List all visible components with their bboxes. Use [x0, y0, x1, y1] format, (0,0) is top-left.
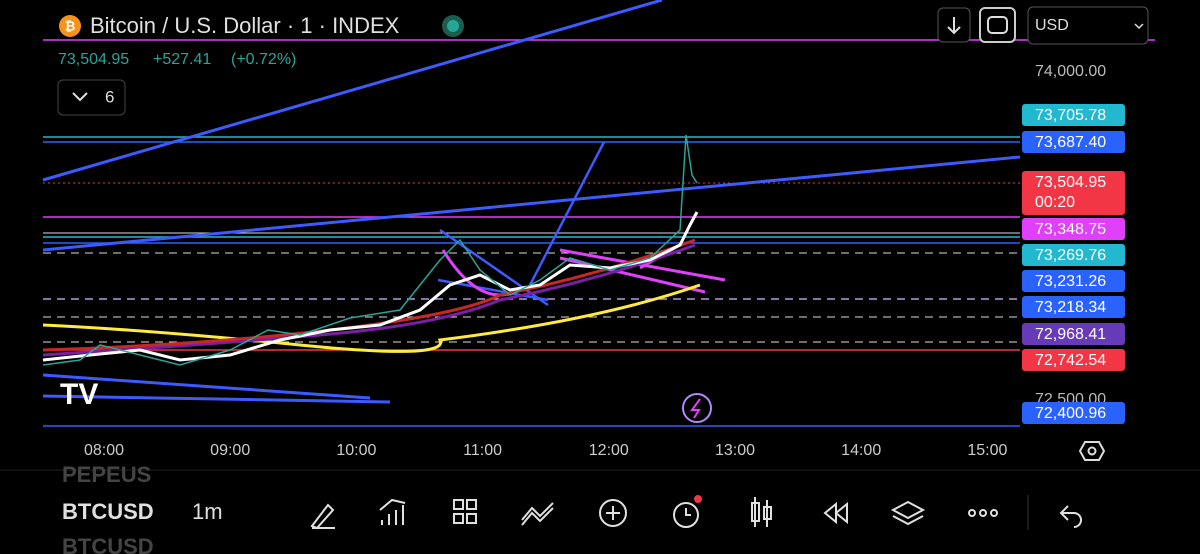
currency-select[interactable]	[1027, 6, 1149, 45]
price-tag-label: 73,705.78	[1035, 107, 1106, 124]
notification-dot	[694, 495, 702, 503]
toolbar-icons[interactable]	[310, 497, 1082, 530]
price-tag	[1022, 323, 1125, 345]
price-tag-label: 72,968.41	[1035, 326, 1106, 343]
price-tag-label: 72,400.96	[1035, 405, 1106, 422]
interval[interactable]: 1m	[192, 499, 223, 524]
arrow-icon	[947, 17, 961, 35]
price-tag	[1022, 131, 1125, 153]
time-label: 15:00	[967, 442, 1007, 459]
price-tag-label: 73,231.26	[1035, 273, 1106, 290]
axes: 74,000.0072,500.0073,705.7873,687.4073,5…	[84, 63, 1125, 459]
price-tag-label: 73,348.75	[1035, 221, 1106, 238]
indicators-count: 6	[105, 87, 114, 106]
price-tag	[1022, 218, 1125, 240]
price-change-pct: (+0.72%)	[231, 51, 296, 68]
price-tag-label: 73,269.76	[1035, 247, 1106, 264]
time-label: 09:00	[210, 442, 250, 459]
chevron	[1134, 23, 1144, 30]
indicators-button[interactable]	[57, 79, 126, 116]
next-symbol[interactable]: BTCUSD	[62, 534, 154, 554]
prev-symbol[interactable]: PEPEUS	[62, 462, 151, 487]
last-price: 73,504.95	[58, 51, 129, 68]
time-label: 11:00	[463, 442, 502, 459]
price-tag	[1022, 270, 1125, 292]
layout-icon	[987, 16, 1008, 34]
alert-icon	[682, 393, 712, 423]
settings-icon[interactable]	[1078, 441, 1106, 461]
settings-dot	[1087, 446, 1097, 456]
tv-logo: TV	[60, 378, 98, 411]
price-tag	[1022, 349, 1125, 371]
time-label: 14:00	[841, 442, 881, 459]
chart-title: Bitcoin / U.S. Dollar · 1 · INDEX	[90, 13, 400, 38]
price-label: 74,000.00	[1035, 63, 1106, 80]
status-dot	[447, 20, 459, 32]
currency: USD	[1035, 17, 1069, 34]
price-tag	[1022, 402, 1125, 424]
time-label: 12:00	[589, 442, 629, 459]
symbol[interactable]: BTCUSD	[62, 499, 154, 524]
price-tag-label: 73,218.34	[1035, 299, 1106, 316]
price-tag-label: 72,742.54	[1035, 352, 1106, 369]
drawings	[42, 0, 1155, 427]
time-label: 08:00	[84, 442, 124, 459]
price-tag	[1022, 296, 1125, 318]
bitcoin-symbol: ₿	[65, 18, 76, 33]
layout-button[interactable]	[979, 7, 1016, 43]
price-tag	[1022, 244, 1125, 266]
price-tag-label: 73,687.40	[1035, 134, 1106, 151]
chevron	[72, 92, 88, 102]
price-tag	[1022, 104, 1125, 126]
bolt	[690, 398, 701, 419]
time-label: 13:00	[715, 442, 755, 459]
price-change: +527.41	[153, 51, 211, 68]
price-tag	[1022, 171, 1125, 215]
countdown: 00:20	[1035, 194, 1075, 211]
time-label: 10:00	[336, 442, 376, 459]
bitcoin-icon	[59, 15, 81, 37]
price-tag-label: 73,504.95	[1035, 174, 1106, 191]
